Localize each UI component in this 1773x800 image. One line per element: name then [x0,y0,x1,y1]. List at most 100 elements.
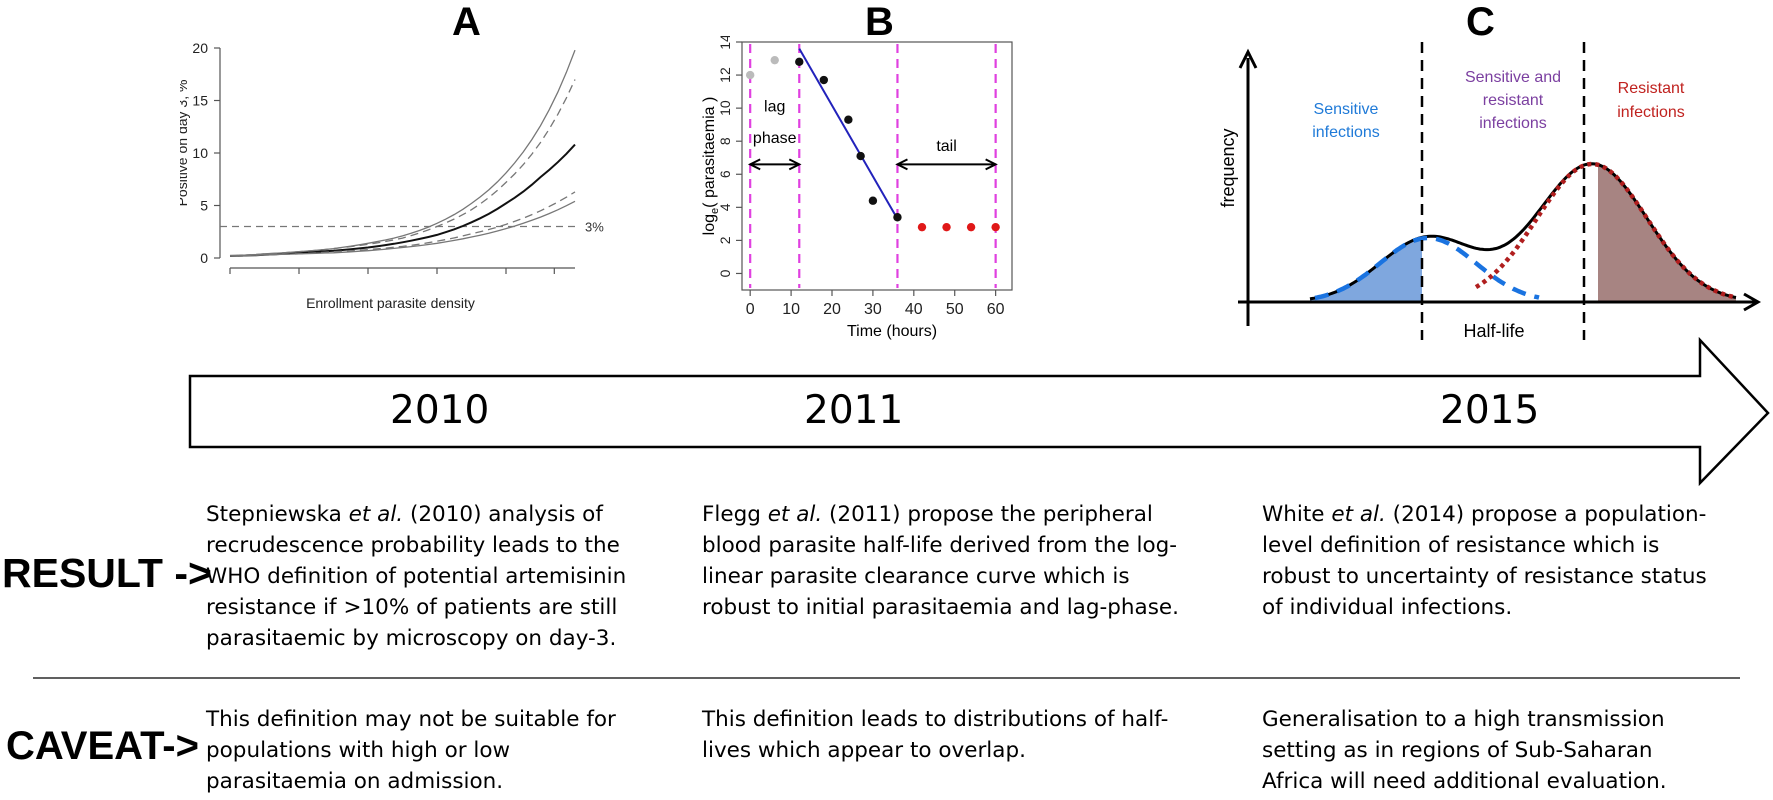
result-text-2011: Flegg et al. (2011) propose the peripher… [702,499,1192,623]
panel-b-arrow-head [985,158,998,171]
panel-b-tail-label: tail [936,138,956,155]
panel-b-decline-point [868,196,878,205]
result-2015-post: (2014) propose a population-level defini… [1262,502,1707,620]
panel-a-y-tick-label: 20 [192,40,208,56]
panel-c-y-arrowhead [1238,48,1258,69]
panel-b-lag-point [770,55,779,65]
panel-b-y-tick-label: 10 [717,100,733,116]
panel-a-x-ticks [229,268,555,274]
year-2011: 2011 [804,388,904,433]
panel-b-y-tick-label: 0 [717,269,733,277]
result-2015-pre: White [1262,502,1332,527]
panel-b-points [745,55,1000,232]
panel-a-curves [229,49,576,257]
resistant-label-line2: infections [1617,104,1685,121]
panel-a-curve [229,200,576,257]
mixed-label-line3: infections [1479,115,1547,132]
panel-a-x-label: Enrollment parasite density [306,295,475,311]
panel-a-chart: 0 5 10 15 20 3% Positive on day 3, % Enrollm… [180,40,604,311]
panel-letter-a: A [452,0,481,44]
panel-b-decline-point [819,75,829,85]
panel-b-y-tick-label: 6 [717,170,733,178]
mixed-label-line2: resistant [1483,92,1544,109]
result-text-2015: White et al. (2014) propose a population… [1262,499,1712,623]
caveat-2015: Generalisation to a high transmission se… [1262,707,1667,794]
panel-a-y-tick-label: 15 [192,93,208,109]
panel-b-frame [741,41,1013,291]
panel-b-chart: 0 2 4 6 8 10 12 14 0 10 20 30 40 50 60 lag phase tail… [701,36,1013,340]
panel-letter-c: C [1466,0,1495,44]
panel-a-curve [229,79,576,257]
panel-b-tail-point [942,222,951,232]
panel-b-tail-point [991,222,1000,232]
caveat-text-2011: This definition leads to distributions o… [702,704,1182,766]
panel-b-y-tick-label: 4 [717,203,733,211]
panel-a-y-tick-label: 0 [200,250,208,266]
panel-b-y-tick-label: 2 [717,236,733,244]
panel-b-y-tick-label: 14 [717,36,733,50]
panel-b-arrow-head [788,158,802,171]
panel-c-x-arrowhead [1743,292,1762,312]
result-2011-pre: Flegg [702,502,768,527]
panel-b-x-tick-label: 20 [823,301,841,318]
panel-b-arrow-head [895,158,908,171]
panel-b-x-tick-label: 60 [987,301,1005,318]
panel-b-y-ticks: 0 2 4 6 8 10 12 14 [717,36,742,277]
panel-a-threshold-label: 3% [585,220,604,235]
sensitive-curve [1314,235,1540,301]
resistant-area [1598,164,1736,302]
panel-a-y-label: Positive on day 3, % [180,80,190,207]
result-2011-post: (2011) propose the peripheral blood para… [702,502,1179,620]
result-2011-em: et al. [767,502,823,527]
panel-b-x-tick-label: 40 [905,301,923,318]
caveat-label: CAVEAT-> [6,724,199,768]
panel-b-lag-point [745,70,755,80]
panel-b-lag-label: lag [764,98,785,115]
panel-b-y-label-sub: e [709,208,721,214]
result-2010-post: (2010) analysis of recrudescence probabi… [206,502,627,651]
panel-b-fit-line [798,48,899,220]
panel-b-y-label-main: log [701,214,718,235]
mixed-label-line1: Sensitive and [1465,69,1561,86]
panel-b-x-label: Time (hours) [847,323,937,340]
panel-letter-b: B [865,0,894,44]
panel-b-x-tick-label: 50 [946,301,964,318]
panel-b-y-tick-label: 12 [717,67,733,83]
panel-a-curve [229,143,576,257]
panel-c-y-label: frequency [1218,128,1238,207]
result-2015-em: et al. [1331,502,1386,527]
panel-b-decline-point [795,57,804,67]
panel-b-x-tick-label: 10 [782,301,800,318]
result-text-2010: Stepniewska et al. (2010) analysis of re… [206,499,646,654]
half-life-label: Half-life [1463,321,1524,340]
result-2010-em: et al. [348,502,404,527]
panel-b-y-label: loge( parasitaemia ) [701,97,721,236]
caveat-text-2010: This definition may not be suitable for … [206,704,646,797]
caveat-text-2015: Generalisation to a high transmission se… [1262,704,1702,797]
panel-b-tail-point [917,222,927,232]
panel-a-y-tick-label: 10 [192,145,208,161]
year-2010: 2010 [390,388,490,433]
resistant-curve [1474,161,1737,300]
panel-b-x-tick-label: 0 [746,301,755,318]
caveat-2011: This definition leads to distributions o… [702,707,1169,763]
panel-b-arrows [747,158,998,171]
panel-b-decline-point [844,115,853,124]
panel-b-vertical-lines [749,44,997,288]
result-2010-pre: Stepniewska [206,502,349,527]
panel-a-curve [229,49,576,257]
panel-c-axes [1238,48,1762,326]
sensitive-label-line1: Sensitive [1314,101,1379,118]
caveat-2010: This definition may not be suitable for … [206,707,616,794]
panel-b-decline-point [893,213,902,222]
sensitive-label-line2: infections [1312,124,1380,141]
panel-b-tail-point [966,222,976,232]
panel-b-x-tick-label: 30 [864,301,882,318]
panel-b-phase-label: phase [753,130,797,147]
panel-a-y-tick-label: 5 [200,198,208,214]
panel-c-diagram: frequency Sensitive infections Sensitive… [1218,42,1762,340]
year-2015: 2015 [1440,388,1540,433]
panel-b-y-tick-label: 8 [717,137,733,145]
result-label: RESULT -> [2,550,212,596]
panel-b-arrow-head [747,158,761,171]
